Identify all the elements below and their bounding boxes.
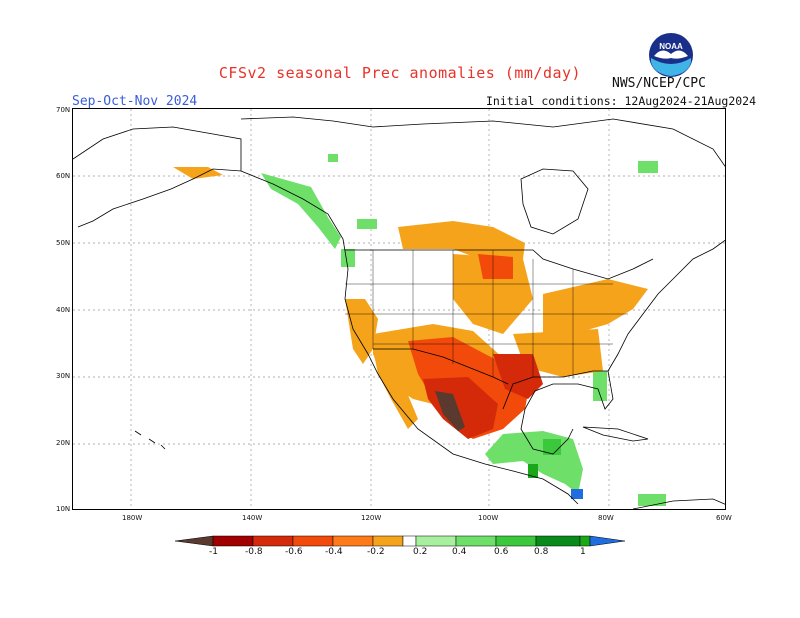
wet-anomaly-guatemala (528, 464, 538, 478)
colorbar-swatch-8 (455, 535, 497, 547)
noaa-logo: NOAA (649, 33, 693, 77)
colorbar-swatch-2 (252, 535, 294, 547)
lon-label-120w: 120W (361, 514, 382, 522)
colorbar-label-0-2: 0.2 (413, 547, 428, 557)
wet-anomaly-pnw (341, 249, 355, 267)
lat-label-50n: 50N (56, 239, 71, 247)
colorbar-swatch-7 (415, 535, 457, 547)
wet-anomaly-alaska-coast (261, 173, 341, 249)
lat-label-70n: 70N (56, 106, 71, 114)
chart-title: CFSv2 seasonal Prec anomalies (mm/day) (218, 64, 582, 82)
lat-label-30n: 30N (56, 372, 71, 380)
lon-label-100w: 100W (478, 514, 499, 522)
south-america-coast (632, 498, 725, 509)
anomaly-fields (173, 154, 666, 506)
colorbar-label-neg-0-2: -0.2 (367, 547, 385, 557)
agency-label: NWS/NCEP/CPC (612, 76, 706, 91)
colorbar-label-1: 1 (580, 547, 586, 557)
map-canvas (73, 109, 725, 509)
lat-label-60n: 60N (56, 172, 71, 180)
lon-label-180w: 180W (122, 514, 143, 522)
dry-anomaly-northeast (543, 279, 648, 339)
colorbar-label-neg-0-4: -0.4 (325, 547, 343, 557)
colorbar-swatch-0 (174, 535, 214, 547)
lon-label-60w: 60W (716, 514, 732, 522)
season-label: Sep-Oct-Nov 2024 (72, 94, 198, 109)
pacific-coastline (240, 170, 579, 505)
lon-label-80w: 80W (598, 514, 614, 522)
colorbar-swatch-4 (332, 535, 374, 547)
colorbar-label-neg-1: -1 (209, 547, 218, 557)
colorbar-swatch-5 (372, 535, 404, 547)
wet-anomaly-labrador (638, 161, 658, 173)
hudson-bay (520, 168, 589, 235)
alaska-coastline (73, 126, 242, 228)
colorbar-label-0-8: 0.8 (534, 547, 549, 557)
map-panel (72, 108, 726, 510)
canada-north-coastline (240, 116, 725, 167)
colorbar-swatch-12 (589, 535, 626, 547)
wet-anomaly-canada (328, 154, 338, 162)
dry-anomaly-baja (373, 349, 418, 429)
cuba (582, 426, 649, 442)
atlantic-coastline (607, 239, 725, 372)
colorbar-swatch-11 (579, 535, 591, 547)
dry-anomaly-plains (478, 254, 513, 279)
colorbar-swatch-6 (402, 535, 417, 547)
wet-anomaly-central-america (485, 431, 583, 494)
wet-anomaly-bc (357, 219, 377, 229)
colorbar-label-0-6: 0.6 (494, 547, 509, 557)
wet-anomaly-yucatan (543, 439, 561, 455)
lat-label-10n: 10N (56, 505, 71, 513)
colorbar (174, 535, 626, 547)
colorbar-swatch-10 (535, 535, 581, 547)
dry-anomaly-sierra-madre (435, 391, 465, 431)
gulf-coastline (502, 370, 614, 455)
colorbar-label-neg-0-8: -0.8 (245, 547, 263, 557)
wet-anomaly-florida (593, 371, 607, 401)
dry-anomaly-west-coast (345, 299, 378, 364)
wet-anomaly-panama (571, 489, 583, 499)
colorbar-swatch-3 (292, 535, 334, 547)
noaa-logo-text: NOAA (659, 42, 683, 51)
initial-conditions-label: Initial conditions: 12Aug2024-21Aug2024 (486, 94, 757, 108)
colorbar-swatch-1 (212, 535, 254, 547)
colorbar-label-0-4: 0.4 (452, 547, 467, 557)
colorbar-label-neg-0-6: -0.6 (285, 547, 303, 557)
hawaii (134, 430, 166, 450)
colorbar-swatch-9 (495, 535, 537, 547)
lat-label-20n: 20N (56, 439, 71, 447)
state-boundaries (345, 250, 628, 379)
dry-anomaly-canada-central (398, 221, 525, 264)
lon-label-140w: 140W (242, 514, 263, 522)
lat-label-40n: 40N (56, 306, 71, 314)
wet-anomaly-caribbean (638, 494, 666, 506)
dry-anomaly-texas (493, 354, 543, 399)
us-mexico-border (373, 348, 509, 385)
